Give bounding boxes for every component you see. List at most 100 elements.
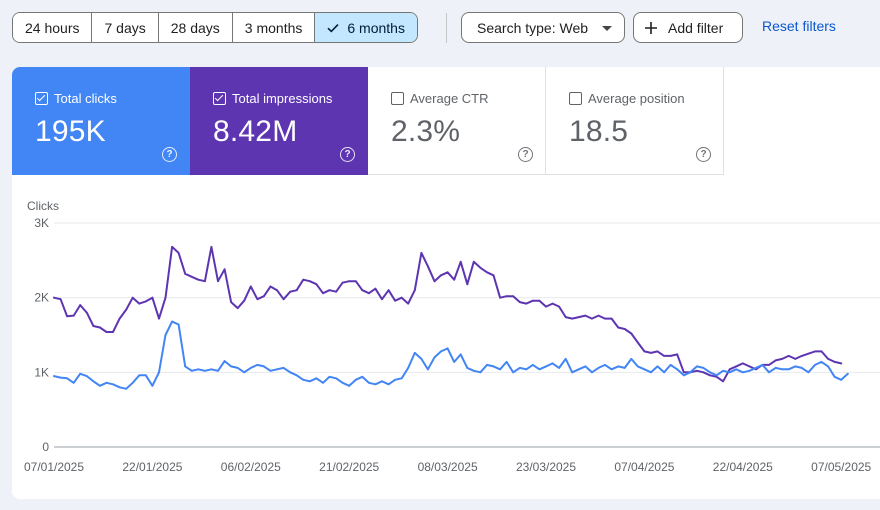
reset-filters-link[interactable]: Reset filters [762, 18, 836, 34]
data-point [466, 283, 469, 286]
data-point [190, 275, 193, 278]
data-point [210, 368, 213, 371]
data-point [420, 252, 423, 254]
metric-value: 8.42M [213, 115, 298, 148]
data-point [348, 384, 351, 387]
search-type-dropdown[interactable]: Search type: Web [461, 12, 625, 43]
data-point [623, 328, 626, 330]
data-point [59, 376, 62, 379]
metric-average-ctr[interactable]: Average CTR 2.3% ? [368, 67, 546, 175]
data-point [85, 311, 88, 314]
data-point [256, 364, 259, 366]
x-tick-label: 21/02/2025 [319, 460, 379, 474]
data-point [427, 265, 429, 268]
date-range-6-months[interactable]: 6 months [315, 13, 417, 42]
data-point [177, 323, 180, 326]
data-point [361, 375, 364, 378]
data-point [112, 383, 114, 386]
data-point [236, 307, 239, 309]
data-point [840, 378, 843, 381]
help-icon[interactable]: ? [162, 147, 177, 162]
data-point [761, 364, 764, 366]
metric-total-impressions[interactable]: Total impressions 8.42M ? [190, 67, 368, 175]
data-point [846, 372, 849, 375]
data-point [833, 361, 836, 363]
data-point [131, 381, 134, 384]
data-point [689, 371, 692, 374]
data-point [171, 320, 174, 323]
metric-value: 195K [35, 115, 106, 148]
data-point [735, 368, 738, 371]
data-point [794, 365, 797, 368]
y-axis-title: Clicks [27, 199, 59, 213]
data-point [249, 367, 252, 369]
data-point [446, 347, 449, 350]
data-point [564, 316, 567, 318]
data-point [118, 386, 121, 389]
data-point [748, 369, 751, 372]
data-point [66, 315, 68, 318]
data-point [164, 296, 167, 299]
data-point [79, 372, 82, 375]
data-point [230, 365, 233, 368]
checkbox-unchecked-icon[interactable] [569, 92, 582, 105]
checkbox-checked-icon[interactable] [213, 92, 226, 105]
data-point [827, 358, 829, 360]
metric-total-clicks[interactable]: Total clicks 195K ? [12, 67, 190, 175]
data-point [728, 371, 731, 374]
data-point [669, 364, 672, 366]
add-filter-button[interactable]: Add filter [633, 12, 743, 43]
data-point [669, 355, 672, 357]
data-point [591, 317, 593, 320]
data-point [538, 368, 541, 371]
data-point [768, 371, 770, 374]
data-point [696, 365, 698, 368]
checkbox-unchecked-icon[interactable] [391, 92, 404, 105]
data-point [92, 380, 95, 383]
date-range-24-hours[interactable]: 24 hours [13, 13, 93, 42]
help-icon[interactable]: ? [518, 147, 533, 162]
data-point [151, 384, 154, 387]
data-point [610, 368, 613, 371]
search-type-label: Search type: Web [477, 19, 589, 36]
date-range-28-days[interactable]: 28 days [158, 13, 233, 42]
data-point [223, 360, 226, 362]
data-point [131, 296, 134, 299]
metric-label-row: Total clicks [35, 91, 117, 106]
data-point [407, 367, 410, 369]
data-point [440, 274, 442, 277]
data-point [774, 359, 777, 362]
data-point [394, 299, 396, 302]
data-point [755, 367, 757, 369]
data-point [269, 285, 272, 288]
metric-label-row: Average CTR [391, 91, 489, 106]
data-point [400, 296, 403, 299]
data-point [138, 302, 141, 305]
data-point [663, 371, 665, 374]
data-point [85, 375, 88, 377]
date-range-7-days[interactable]: 7 days [92, 13, 159, 42]
checkbox-checked-icon[interactable] [35, 92, 48, 105]
data-point [787, 368, 790, 371]
data-point [518, 367, 521, 369]
date-range-3-months[interactable]: 3 months [232, 13, 316, 42]
metric-average-position[interactable]: Average position 18.5 ? [546, 67, 724, 175]
data-point [138, 374, 141, 377]
data-point [72, 314, 75, 317]
help-icon[interactable]: ? [340, 147, 355, 162]
data-point [282, 367, 285, 369]
checkmark-icon [325, 20, 341, 36]
data-point [72, 381, 75, 384]
data-point [341, 281, 344, 284]
data-point [289, 290, 292, 293]
data-point [741, 371, 744, 374]
data-point [302, 278, 305, 281]
data-point [151, 296, 154, 299]
data-point [505, 295, 508, 298]
data-point [715, 374, 718, 377]
data-point [676, 353, 679, 356]
data-point [368, 292, 370, 295]
data-point [768, 364, 770, 366]
help-icon[interactable]: ? [696, 147, 711, 162]
data-point [263, 295, 265, 298]
